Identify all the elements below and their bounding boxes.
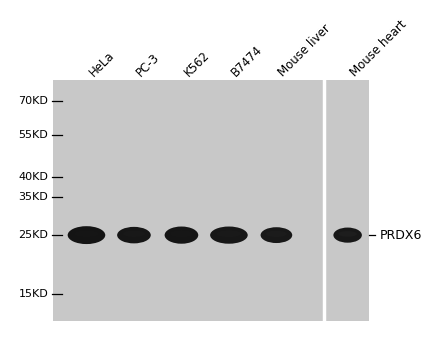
Text: 40KD: 40KD <box>18 172 48 182</box>
Text: PRDX6: PRDX6 <box>379 229 422 241</box>
Ellipse shape <box>164 226 198 244</box>
Text: 35KD: 35KD <box>18 192 48 202</box>
Text: Mouse heart: Mouse heart <box>348 18 409 79</box>
Text: PC-3: PC-3 <box>134 50 162 79</box>
Ellipse shape <box>74 230 99 237</box>
Text: 55KD: 55KD <box>18 131 48 140</box>
Text: Mouse liver: Mouse liver <box>276 21 334 79</box>
Text: B7474: B7474 <box>229 42 265 79</box>
Text: HeLa: HeLa <box>86 48 117 79</box>
Ellipse shape <box>266 231 287 237</box>
Bar <box>53 80 369 321</box>
Ellipse shape <box>261 227 292 243</box>
Text: 15KD: 15KD <box>18 289 48 299</box>
Ellipse shape <box>123 231 145 237</box>
Ellipse shape <box>210 226 248 244</box>
Ellipse shape <box>117 227 151 243</box>
Ellipse shape <box>338 231 357 237</box>
Text: 25KD: 25KD <box>18 230 48 240</box>
Text: K562: K562 <box>181 48 212 79</box>
Ellipse shape <box>334 228 362 243</box>
Ellipse shape <box>170 231 193 237</box>
Text: 70KD: 70KD <box>18 96 48 106</box>
Ellipse shape <box>217 231 241 237</box>
Ellipse shape <box>68 226 105 244</box>
